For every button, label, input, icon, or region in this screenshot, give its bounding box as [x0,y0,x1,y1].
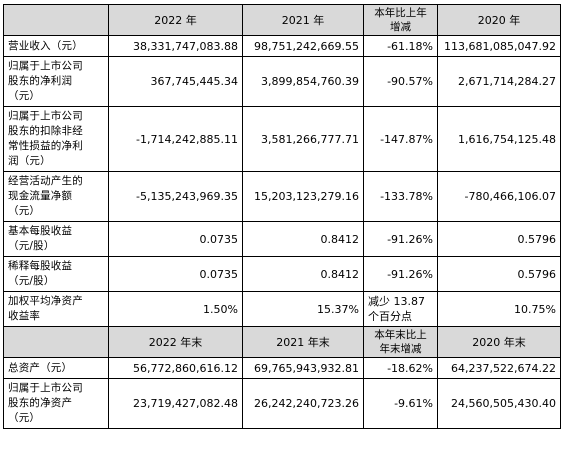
header-cell-2020-end: 2020 年末 [437,326,561,358]
header-row-years: 2022 年 2021 年 本年比上年 增减 2020 年 [3,4,561,36]
header-cell-blank [3,326,109,358]
value-2020: 10.75% [437,291,561,327]
header-row-year-end: 2022 年末 2021 年末 本年末比上 年末增减 2020 年末 [3,326,561,358]
value-2020: 113,681,085,047.92 [437,35,561,57]
row-label: 稀释每股收益 （元/股） [3,256,109,292]
value-2021-end: 69,765,943,932.81 [242,357,364,379]
value-change: 减少 13.87 个百分点 [363,291,438,327]
value-2021: 3,899,854,760.39 [242,56,364,107]
value-2022: 1.50% [108,291,243,327]
table-row: 归属于上市公司 股东的净利润 （元） 367,745,445.34 3,899,… [3,56,561,107]
value-change: -133.78% [363,171,438,222]
header-cell-2021-end: 2021 年末 [242,326,364,358]
value-2022: 0.0735 [108,256,243,292]
table-row: 归属于上市公司 股东的扣除非经 常性损益的净利 润（元） -1,714,242,… [3,106,561,172]
financial-table: 2022 年 2021 年 本年比上年 增减 2020 年 营业收入（元） 38… [3,4,561,429]
header-cell-2022: 2022 年 [108,4,243,36]
row-label: 归属于上市公司 股东的扣除非经 常性损益的净利 润（元） [3,106,109,172]
table-row: 营业收入（元） 38,331,747,083.88 98,751,242,669… [3,35,561,57]
value-2020: 0.5796 [437,221,561,257]
value-change: -61.18% [363,35,438,57]
row-label: 总资产（元） [3,357,109,379]
value-2020: 0.5796 [437,256,561,292]
header-cell-change: 本年比上年 增减 [363,4,438,36]
header-cell-2020: 2020 年 [437,4,561,36]
table-row: 基本每股收益 （元/股） 0.0735 0.8412 -91.26% 0.579… [3,221,561,257]
value-2022: -1,714,242,885.11 [108,106,243,172]
value-2020: 1,616,754,125.48 [437,106,561,172]
value-2020-end: 24,560,505,430.40 [437,378,561,429]
value-2020-end: 64,237,522,674.22 [437,357,561,379]
value-2021: 15,203,123,279.16 [242,171,364,222]
row-label: 营业收入（元） [3,35,109,57]
value-2021: 3,581,266,777.71 [242,106,364,172]
value-change: -90.57% [363,56,438,107]
table-row: 稀释每股收益 （元/股） 0.0735 0.8412 -91.26% 0.579… [3,256,561,292]
value-2021-end: 26,242,240,723.26 [242,378,364,429]
table-row: 加权平均净资产 收益率 1.50% 15.37% 减少 13.87 个百分点 1… [3,291,561,327]
table-row: 总资产（元） 56,772,860,616.12 69,765,943,932.… [3,357,561,379]
value-2022-end: 23,719,427,082.48 [108,378,243,429]
value-2022: -5,135,243,969.35 [108,171,243,222]
value-2021: 0.8412 [242,256,364,292]
table-row: 归属于上市公司 股东的净资产 （元） 23,719,427,082.48 26,… [3,378,561,429]
value-change: -91.26% [363,256,438,292]
value-2021: 0.8412 [242,221,364,257]
row-label: 加权平均净资产 收益率 [3,291,109,327]
value-2020: -780,466,106.07 [437,171,561,222]
header-cell-change-end: 本年末比上 年末增减 [363,326,438,358]
row-label: 经营活动产生的 现金流量净额 （元） [3,171,109,222]
row-label: 基本每股收益 （元/股） [3,221,109,257]
value-2022: 0.0735 [108,221,243,257]
header-cell-blank [3,4,109,36]
value-2020: 2,671,714,284.27 [437,56,561,107]
row-label: 归属于上市公司 股东的净资产 （元） [3,378,109,429]
row-label: 归属于上市公司 股东的净利润 （元） [3,56,109,107]
value-change-end: -18.62% [363,357,438,379]
value-change-end: -9.61% [363,378,438,429]
table-row: 经营活动产生的 现金流量净额 （元） -5,135,243,969.35 15,… [3,171,561,222]
header-cell-2021: 2021 年 [242,4,364,36]
value-2021: 98,751,242,669.55 [242,35,364,57]
value-2022: 367,745,445.34 [108,56,243,107]
header-cell-2022-end: 2022 年末 [108,326,243,358]
value-2022-end: 56,772,860,616.12 [108,357,243,379]
value-change: -91.26% [363,221,438,257]
value-2022: 38,331,747,083.88 [108,35,243,57]
value-2021: 15.37% [242,291,364,327]
value-change: -147.87% [363,106,438,172]
